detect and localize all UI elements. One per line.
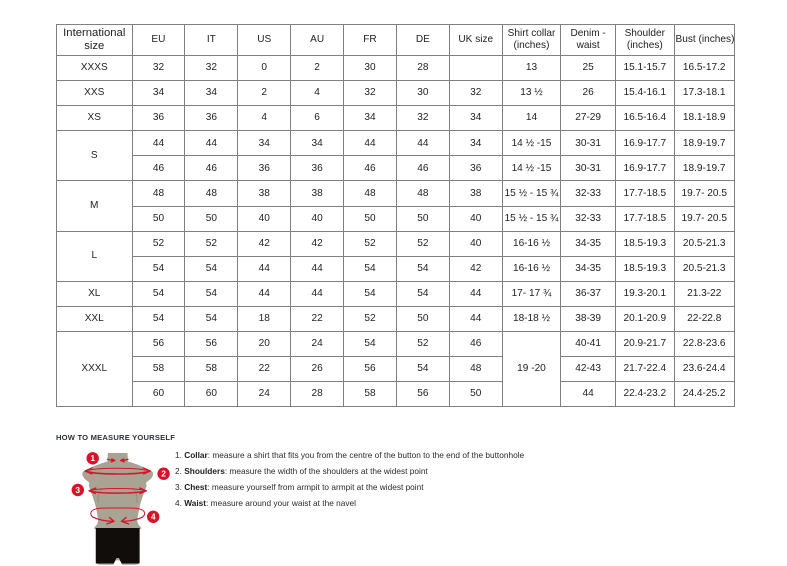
svg-text:3: 3 <box>75 485 80 495</box>
svg-text:1: 1 <box>90 453 95 463</box>
svg-text:4: 4 <box>151 512 156 522</box>
svg-text:2: 2 <box>161 469 166 479</box>
